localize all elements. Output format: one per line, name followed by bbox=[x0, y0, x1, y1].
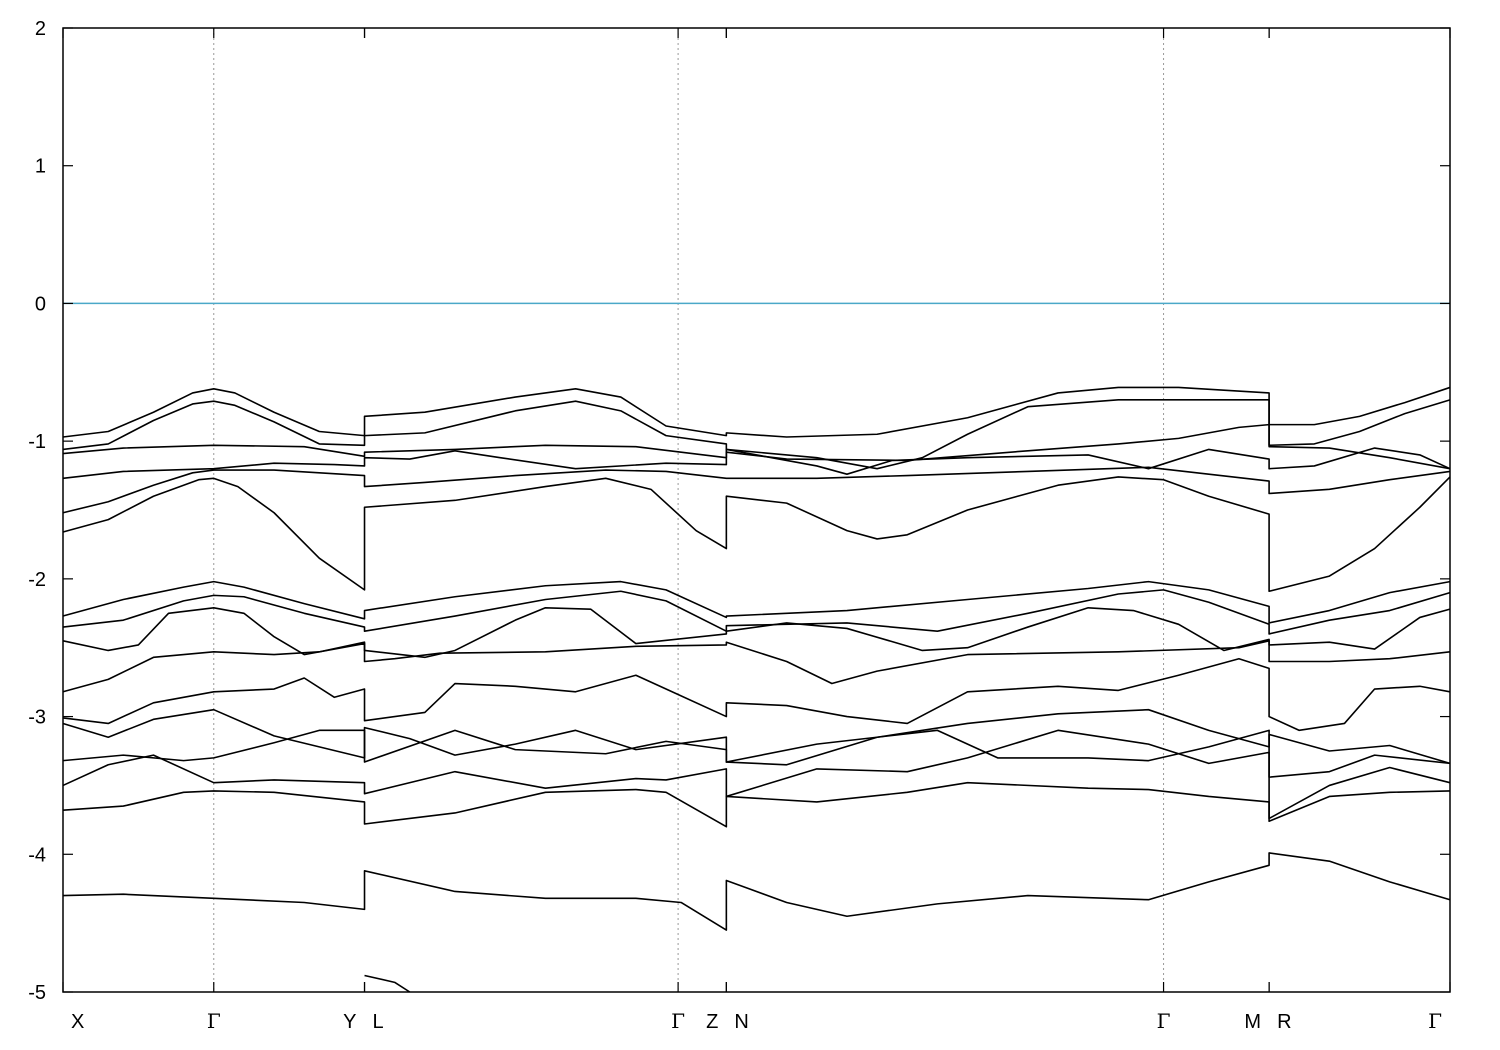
y-tick-label: 0 bbox=[35, 293, 46, 315]
y-tick-label: -1 bbox=[28, 431, 46, 453]
band-line-9 bbox=[62, 606, 1451, 659]
kpoint-label: Γ bbox=[1428, 1009, 1442, 1033]
kpoint-label: X bbox=[71, 1011, 84, 1033]
band-line-2 bbox=[62, 399, 1451, 470]
kpoint-label: Z bbox=[706, 1011, 718, 1033]
y-tick-label: 1 bbox=[35, 156, 46, 178]
y-tick-label: -5 bbox=[28, 982, 46, 1004]
y-tick-label: -2 bbox=[28, 569, 46, 591]
band-line-5 bbox=[62, 466, 1451, 514]
band-line-4 bbox=[62, 447, 1451, 480]
grid-layer bbox=[213, 28, 1165, 992]
kpoint-label: Γ bbox=[671, 1009, 685, 1033]
bands-layer bbox=[62, 386, 1451, 993]
band-line-13 bbox=[62, 729, 1451, 778]
band-line-10 bbox=[62, 640, 1451, 693]
labels-layer: 210-1-2-3-4-5X Γ Y L Γ Z N Γ M R Γ bbox=[28, 18, 1442, 1033]
band-line-15 bbox=[62, 781, 1451, 828]
band-line-16 bbox=[62, 852, 1451, 931]
band-line-6 bbox=[62, 476, 1451, 593]
kpoint-label: M bbox=[1244, 1011, 1261, 1033]
plot-frame bbox=[62, 27, 1451, 993]
kpoint-label: Γ bbox=[207, 1009, 221, 1033]
y-tick-label: -4 bbox=[28, 844, 46, 866]
kpoint-label: N bbox=[734, 1011, 748, 1033]
band-line-14 bbox=[62, 729, 1451, 820]
kpoint-label: L bbox=[373, 1011, 384, 1033]
band-line-7 bbox=[62, 580, 1451, 624]
y-tick-label: -3 bbox=[28, 707, 46, 729]
kpoint-label: Γ bbox=[1157, 1009, 1171, 1033]
band-line-17 bbox=[364, 974, 411, 993]
y-tick-label: 2 bbox=[35, 18, 46, 40]
kpoint-label: Y bbox=[343, 1011, 356, 1033]
axes-layer bbox=[62, 27, 1451, 993]
kpoint-label: R bbox=[1277, 1011, 1291, 1033]
band-line-11 bbox=[62, 657, 1451, 732]
